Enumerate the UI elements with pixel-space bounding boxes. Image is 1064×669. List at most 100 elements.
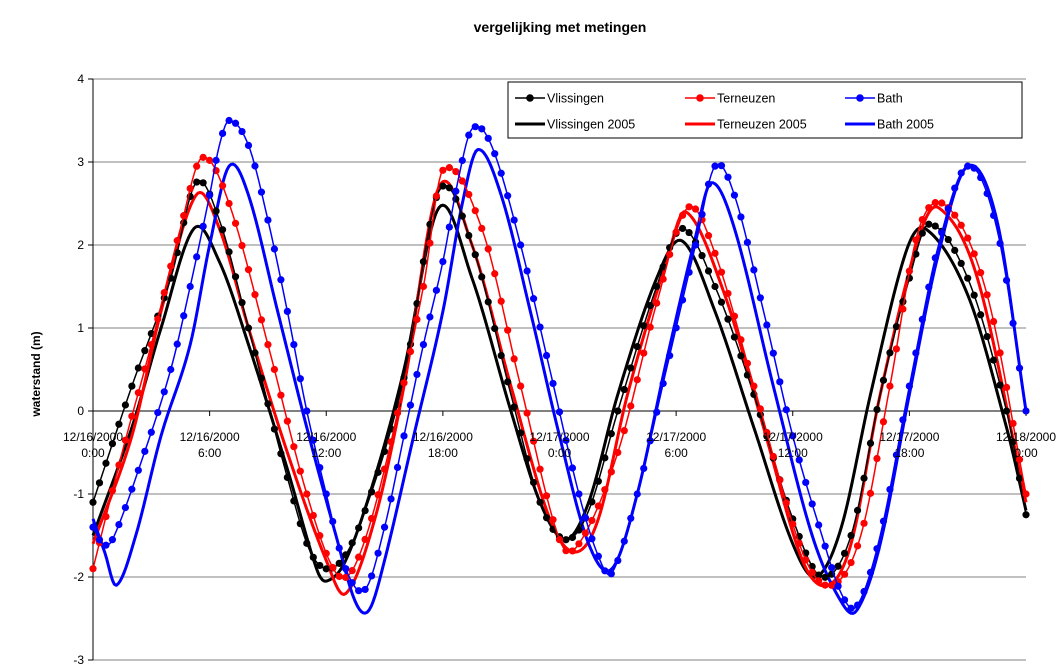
data-point [964,234,972,242]
data-point [594,502,602,510]
legend-item-terneuzen: Terneuzen [685,92,775,106]
data-point [756,405,764,413]
data-point [134,466,142,474]
data-point [860,587,868,596]
data-point [776,476,784,484]
data-point [769,452,777,461]
data-point [95,479,104,487]
data-point [925,283,933,291]
data-point [439,182,447,190]
data-point [193,253,201,261]
series-line [91,148,1028,615]
data-point [594,552,602,560]
data-point [627,364,635,372]
data-point [840,570,849,578]
data-point [614,556,622,565]
data-point [225,116,233,125]
data-point [698,252,706,260]
data-point [510,403,518,411]
data-point [698,210,706,218]
series-bath-2005 [91,148,1028,615]
data-point [225,248,233,256]
data-point [510,216,518,224]
data-point [141,365,149,373]
data-point [653,282,661,291]
data-point [497,297,505,305]
data-point [659,263,667,271]
data-point [620,427,628,435]
data-point [918,215,926,224]
data-point [957,169,965,177]
data-point [309,511,317,520]
data-point [206,156,214,164]
data-point [853,542,862,550]
data-point [614,448,622,457]
data-point [918,315,926,323]
data-point [257,188,266,196]
series-terneuzen [89,153,1030,589]
data-point [931,222,939,230]
data-point [1022,511,1030,519]
data-point [821,573,829,581]
data-point [1002,383,1011,391]
data-point [270,425,279,433]
data-point [160,289,168,297]
data-point [264,216,272,224]
x-tick-label: 12/18/2000 0:00 [996,430,1056,460]
data-point [886,382,894,390]
data-point [108,487,117,495]
data-point [549,379,557,388]
data-point [815,521,823,529]
data-point [445,184,453,192]
data-point [614,407,622,415]
data-point [497,351,505,360]
x-tick-label: 12/17/2000 12:00 [763,430,823,460]
data-point [627,402,635,410]
legend-label: Terneuzen [717,92,775,106]
data-point [309,553,317,561]
data-point [335,559,343,567]
data-point [95,536,104,544]
data-point [776,378,784,386]
data-point [426,239,434,247]
legend-label: Vlissingen 2005 [547,118,635,132]
data-point [879,418,888,426]
data-point [277,450,285,458]
data-point [568,464,577,472]
data-point [879,517,888,525]
data-point [711,162,719,170]
data-point [128,412,136,420]
data-point [1022,407,1030,415]
legend-label: Vlissingen [547,92,604,106]
data-point [523,409,531,417]
data-point [368,572,376,580]
data-point [225,199,233,208]
data-point [828,581,836,589]
data-point [977,311,985,319]
data-point [173,340,181,348]
data-point [724,173,732,181]
data-point [478,224,486,232]
x-tick-label: 12/16/2000 0:00 [63,430,123,460]
data-point [840,549,849,557]
legend-marker [526,94,534,102]
data-point [193,178,201,186]
data-point [115,461,123,469]
data-point [335,544,343,552]
data-point [756,294,764,302]
data-point [912,349,920,357]
data-point [348,579,356,587]
data-point [147,341,155,349]
data-point [186,282,194,291]
data-point [432,192,440,200]
data-point [640,464,648,473]
data-point [964,162,972,170]
data-point [750,266,758,274]
data-point [244,141,253,149]
data-point [102,459,110,467]
data-point [834,582,842,590]
data-point [601,567,609,575]
data-point [575,490,583,498]
x-tick-label: 12/16/2000 12:00 [296,430,356,460]
data-point [821,542,829,550]
